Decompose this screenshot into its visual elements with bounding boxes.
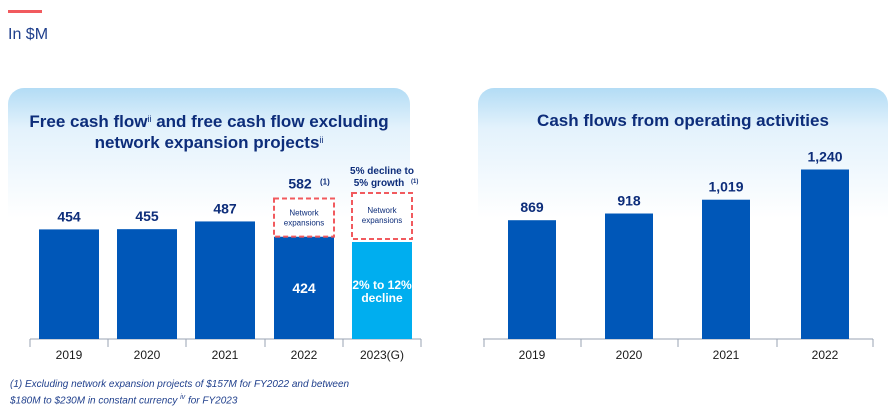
ocf-chart-title: Cash flows from operating activities (537, 111, 829, 130)
ocf-value-label-2019: 869 (520, 199, 544, 215)
fcf-title-sup1: ii (147, 114, 152, 124)
fcf-x-tick-2023(G): 2023(G) (360, 348, 404, 362)
ocf-bar-2021 (702, 199, 750, 339)
footnote-line2: $180M to $230M in constant currency iv f… (10, 391, 430, 407)
fcf-x-tick-2020: 2020 (134, 348, 161, 362)
fcf-2023-top-label-sup: (1) (411, 179, 418, 185)
fcf-bar-2023-guidance (352, 242, 412, 339)
footnote-line2-end: for FY2023 (187, 395, 238, 407)
fcf-2022-segment-label-2: expansions (284, 219, 324, 228)
ocf-x-tick-2020: 2020 (616, 348, 643, 362)
fcf-bar-2019 (39, 229, 99, 339)
ocf-x-tick-2021: 2021 (713, 348, 740, 362)
unit-label: In $M (8, 26, 49, 43)
fcf-value-label-2021: 487 (213, 200, 237, 216)
fcf-2023-segment-label-2: expansions (362, 216, 402, 225)
ocf-value-label-2022: 1,240 (807, 148, 842, 164)
fcf-2023-top-label-1: 5% decline to (350, 166, 414, 177)
fcf-chart-title: Free cash flowii and free cash flow excl… (8, 111, 410, 153)
fcf-2023-base-label-2: decline (361, 291, 403, 305)
ocf-x-tick-2022: 2022 (812, 348, 839, 362)
ocf-bar-2019 (508, 220, 556, 339)
fcf-2023-top-label-2: 5% growth (354, 178, 405, 189)
fcf-x-tick-2022: 2022 (291, 348, 318, 362)
fcf-bar-2022-base (274, 236, 334, 339)
fcf-2022-segment-label-1: Network (289, 209, 319, 218)
ocf-bar-2022 (801, 169, 849, 339)
fcf-value-label-2022: 582 (288, 176, 312, 192)
fcf-title-sup2: ii (319, 135, 324, 145)
fcf-x-tick-2019: 2019 (56, 348, 83, 362)
fcf-value-label-2020: 455 (135, 208, 159, 224)
accent-line (8, 10, 42, 13)
fcf-2023-segment-label-1: Network (367, 206, 397, 215)
fcf-bar-2022-network-segment (273, 197, 335, 238)
ocf-value-label-2021: 1,019 (708, 179, 743, 195)
fcf-bar-2023-network-segment (351, 192, 413, 240)
footnote-line2-text: $180M to $230M in constant currency (10, 395, 178, 407)
footnote-line1: (1) Excluding network expansion projects… (10, 379, 350, 390)
fcf-2023-base-label-1: 2% to 12% (352, 278, 412, 292)
ocf-value-label-2020: 918 (617, 193, 641, 209)
footnote: (1) Excluding network expansion projects… (10, 378, 430, 407)
footnote-line2-sup: iv (180, 394, 186, 401)
fcf-value-label-2022-base: 424 (292, 280, 316, 296)
fcf-value-label-2019: 454 (57, 208, 81, 224)
fcf-title-part1: Free cash flow (29, 112, 148, 131)
fcf-x-tick-2021: 2021 (212, 348, 239, 362)
fcf-value-label-2022-sup: (1) (320, 178, 330, 187)
fcf-bar-2020 (117, 229, 177, 339)
ocf-x-tick-2019: 2019 (519, 348, 546, 362)
fcf-bar-2021 (195, 221, 255, 339)
ocf-bar-2020 (605, 213, 653, 339)
fcf-title-part2: and free cash flow excluding network exp… (94, 112, 389, 152)
